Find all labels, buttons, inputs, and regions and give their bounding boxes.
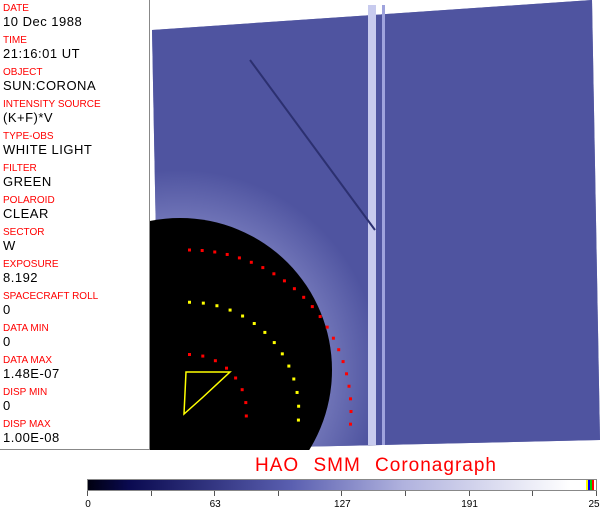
marker-dot: [287, 364, 291, 368]
field-label: DISP MIN: [3, 387, 48, 398]
marker-dot: [240, 388, 244, 392]
marker-dot: [347, 384, 351, 388]
marker-dot: [237, 256, 241, 260]
marker-dot: [318, 315, 322, 319]
marker-dot: [280, 352, 284, 356]
marker-dot: [345, 372, 349, 376]
marker-dot: [188, 300, 191, 304]
coronagraph-image[interactable]: [150, 0, 600, 450]
marker-dot: [272, 272, 276, 276]
field-label: DISP MAX: [3, 419, 51, 430]
field-label: FILTER: [3, 163, 37, 174]
colorbar-tick: [468, 491, 470, 496]
marker-dot: [302, 295, 306, 299]
field-value: CLEAR: [3, 206, 49, 221]
field-value: 1.00E-08: [3, 430, 60, 445]
marker-dot: [282, 279, 286, 283]
dot-markers: [188, 248, 353, 426]
marker-dot: [200, 248, 204, 252]
marker-dot: [349, 410, 353, 413]
field-value: 0: [3, 302, 11, 317]
marker-dot: [297, 404, 301, 408]
marker-dot: [341, 360, 345, 364]
marker-dot: [213, 250, 217, 254]
marker-dot: [188, 248, 191, 252]
field-value: 0: [3, 398, 11, 413]
field-value: GREEN: [3, 174, 52, 189]
field-value: 10 Dec 1988: [3, 14, 83, 29]
colorbar-tick: [595, 491, 597, 496]
marker-dot: [244, 414, 248, 418]
colorbar-tick: [277, 491, 279, 496]
colorbar-tick-label: 127: [334, 499, 351, 510]
colorbar-swatch: [592, 480, 594, 490]
colorbar-tick: [150, 491, 152, 496]
marker-dot: [201, 354, 205, 358]
outline-marker: [183, 371, 232, 416]
colorbar-tick-label: 63: [209, 499, 221, 510]
marker-dot: [215, 304, 219, 308]
colorbar-tick: [341, 491, 343, 496]
marker-dot: [337, 348, 341, 352]
occulter-disk: [150, 218, 332, 450]
field-label: DATE: [3, 3, 29, 14]
field-label: TIME: [3, 35, 27, 46]
field-label: POLAROID: [3, 195, 55, 206]
marker-dot: [292, 377, 296, 381]
colorbar-tick: [214, 491, 216, 496]
field-label: EXPOSURE: [3, 259, 59, 270]
field-value: 0: [3, 334, 11, 349]
field-value: SUN:CORONA: [3, 78, 97, 93]
marker-dot: [325, 325, 329, 329]
colorbar-tick: [87, 491, 88, 496]
marker-dot: [261, 266, 265, 270]
marker-dot: [296, 418, 300, 422]
marker-dot: [263, 330, 267, 334]
marker-dot: [349, 397, 353, 401]
field-label: TYPE-OBS: [3, 131, 54, 142]
colorbar-swatch: [586, 480, 588, 490]
colorbar-tick-label: 191: [461, 499, 478, 510]
marker-dot: [249, 260, 253, 264]
header-info-panel: DATE 10 Dec 1988 TIME 21:16:01 UT OBJECT SUN:…: [0, 0, 150, 450]
marker-dot: [244, 401, 248, 405]
marker-dot: [225, 252, 229, 256]
field-label: SECTOR: [3, 227, 45, 238]
field-value: WHITE LIGHT: [3, 142, 93, 157]
field-label: SPACECRAFT ROLL: [3, 291, 99, 302]
field-label: INTENSITY SOURCE: [3, 99, 101, 110]
marker-dot: [252, 322, 256, 326]
colorbar-swatch: [588, 480, 590, 490]
marker-dot: [310, 305, 314, 309]
marker-dot: [292, 287, 296, 291]
marker-dot: [201, 301, 205, 305]
marker-dot: [188, 353, 191, 356]
colorbar-tick-label: 255: [588, 499, 600, 510]
colorbar-swatch: [590, 480, 592, 490]
marker-dot: [272, 341, 276, 345]
field-label: DATA MAX: [3, 355, 53, 366]
field-value: (K+F)*V: [3, 110, 54, 125]
field-value: 1.48E-07: [3, 366, 60, 381]
marker-dot: [241, 314, 245, 318]
marker-dot: [213, 359, 217, 363]
colorbar-tick: [532, 491, 534, 496]
field-label: OBJECT: [3, 67, 43, 78]
field-label: DATA MIN: [3, 323, 49, 334]
marker-dot: [349, 422, 353, 426]
marker-dot: [228, 308, 232, 312]
marker-dot: [225, 366, 229, 370]
marker-dot: [331, 336, 335, 340]
image-title: HAO SMM Coronagraph: [255, 455, 497, 476]
field-value: W: [3, 238, 16, 253]
field-value: 21:16:01 UT: [3, 46, 81, 61]
marker-dot: [295, 390, 299, 394]
field-value: 8.192: [3, 270, 39, 285]
colorbar-tick-label: 0: [85, 499, 91, 510]
colorbar-tick: [405, 491, 406, 496]
colorbar: [87, 479, 597, 491]
marker-dot: [234, 376, 238, 380]
